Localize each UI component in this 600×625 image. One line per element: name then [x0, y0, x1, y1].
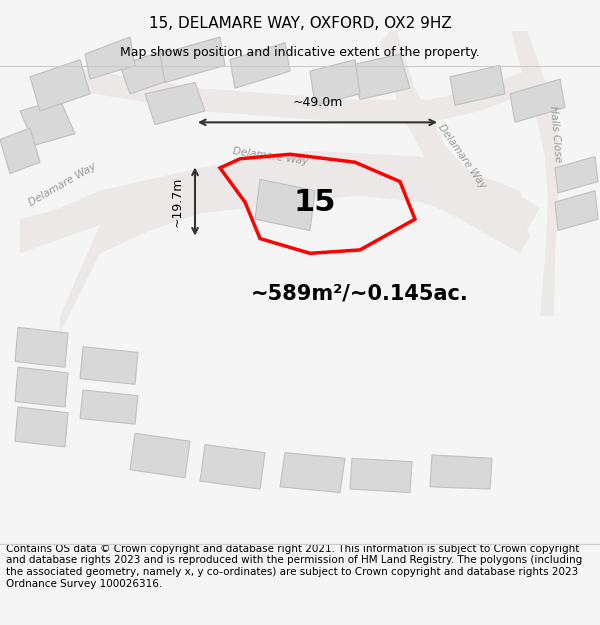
Polygon shape: [450, 66, 505, 105]
Polygon shape: [60, 156, 530, 333]
Polygon shape: [510, 26, 560, 316]
Polygon shape: [200, 444, 265, 489]
Text: Halls Close: Halls Close: [548, 105, 562, 162]
Polygon shape: [20, 151, 530, 253]
Polygon shape: [130, 433, 190, 478]
Polygon shape: [0, 128, 40, 174]
Polygon shape: [20, 99, 75, 145]
Text: Contains OS data © Crown copyright and database right 2021. This information is : Contains OS data © Crown copyright and d…: [6, 544, 582, 589]
Polygon shape: [30, 60, 90, 111]
Polygon shape: [15, 368, 68, 407]
Polygon shape: [80, 390, 138, 424]
Text: Map shows position and indicative extent of the property.: Map shows position and indicative extent…: [120, 46, 480, 59]
Polygon shape: [15, 407, 68, 447]
Polygon shape: [145, 82, 205, 124]
Text: ~589m²/~0.145ac.: ~589m²/~0.145ac.: [251, 283, 469, 303]
Text: Delamare Way: Delamare Way: [232, 146, 308, 167]
Text: 15: 15: [294, 188, 336, 217]
Text: 15, DELAMARE WAY, OXFORD, OX2 9HZ: 15, DELAMARE WAY, OXFORD, OX2 9HZ: [149, 16, 451, 31]
Polygon shape: [20, 166, 520, 239]
Polygon shape: [60, 66, 540, 122]
Polygon shape: [310, 60, 360, 105]
Polygon shape: [510, 79, 565, 122]
Polygon shape: [120, 48, 180, 94]
Polygon shape: [85, 37, 135, 79]
Text: Delamare Way: Delamare Way: [436, 122, 488, 191]
Polygon shape: [380, 26, 540, 225]
Text: Delamare Way: Delamare Way: [26, 162, 97, 208]
Polygon shape: [280, 452, 345, 493]
Polygon shape: [255, 179, 315, 231]
Polygon shape: [350, 54, 410, 99]
Polygon shape: [80, 347, 138, 384]
Polygon shape: [555, 191, 598, 231]
Polygon shape: [555, 156, 598, 193]
Polygon shape: [15, 328, 68, 367]
Text: ~19.7m: ~19.7m: [170, 176, 184, 227]
Polygon shape: [430, 455, 492, 489]
Polygon shape: [230, 42, 290, 88]
Polygon shape: [350, 458, 412, 492]
Text: ~49.0m: ~49.0m: [292, 96, 343, 109]
Polygon shape: [160, 37, 225, 82]
